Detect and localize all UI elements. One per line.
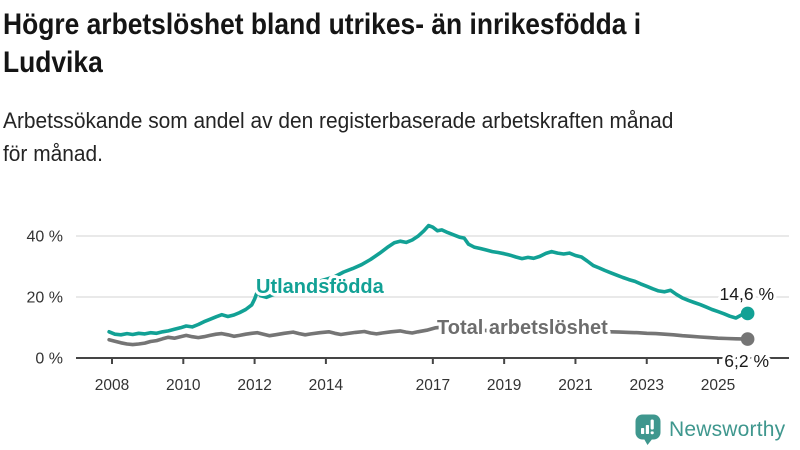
chart-subtitle: Arbetssökande som andel av den registerb… [3,104,800,170]
chart-header: Högre arbetslöshet bland utrikes- än inr… [3,6,800,170]
x-tick-label-2010: 2010 [166,377,201,394]
end-value-label-utlandsfodda: 14,6 % [720,284,774,304]
series-end-dot-total [740,332,755,346]
end-value-label-total: 6,2 % [724,351,769,371]
chart-area: 0 % 20 % 40 % 2008 2010 2012 2014 2017 2019 2021 2… [0,200,800,405]
series-label-utlandsfodda: Utlandsfödda [256,276,385,298]
y-tick-label-0: 0 % [35,351,63,368]
x-tick-label-2012: 2012 [237,377,271,394]
series-line-total [107,325,750,347]
y-tick-label-40: 40 % [27,229,63,246]
newsworthy-logo-text: Newsworthy [669,417,786,441]
series-line-utlandsfodda [107,223,750,337]
x-tick-label-2021: 2021 [558,377,592,394]
title-line-2: Ludvika [3,46,103,79]
x-tick-label-2017: 2017 [416,377,450,394]
x-tick-label-2014: 2014 [309,377,344,394]
newsworthy-logo-icon [635,414,661,445]
x-tick-label-2023: 2023 [630,377,664,394]
series-label-total: Total arbetslöshet [437,317,608,339]
title-line-1: Högre arbetslöshet bland utrikes- än inr… [3,8,642,41]
series-end-dot-utlandsfodda [740,306,755,321]
line-chart: 0 % 20 % 40 % 2008 2010 2012 2014 2017 2019 2021 2… [27,223,789,394]
page-title: Högre arbetslöshet bland utrikes- än inr… [3,6,800,82]
newsworthy-logo[interactable]: Newsworthy [634,413,785,446]
y-tick-label-20: 20 % [27,290,63,307]
subtitle-line-2: för månad. [3,141,103,166]
x-tick-label-2025: 2025 [701,377,735,394]
x-tick-label-2008: 2008 [95,377,129,394]
x-tick-label-2019: 2019 [487,377,521,394]
subtitle-line-1: Arbetssökande som andel av den registerb… [3,108,674,133]
